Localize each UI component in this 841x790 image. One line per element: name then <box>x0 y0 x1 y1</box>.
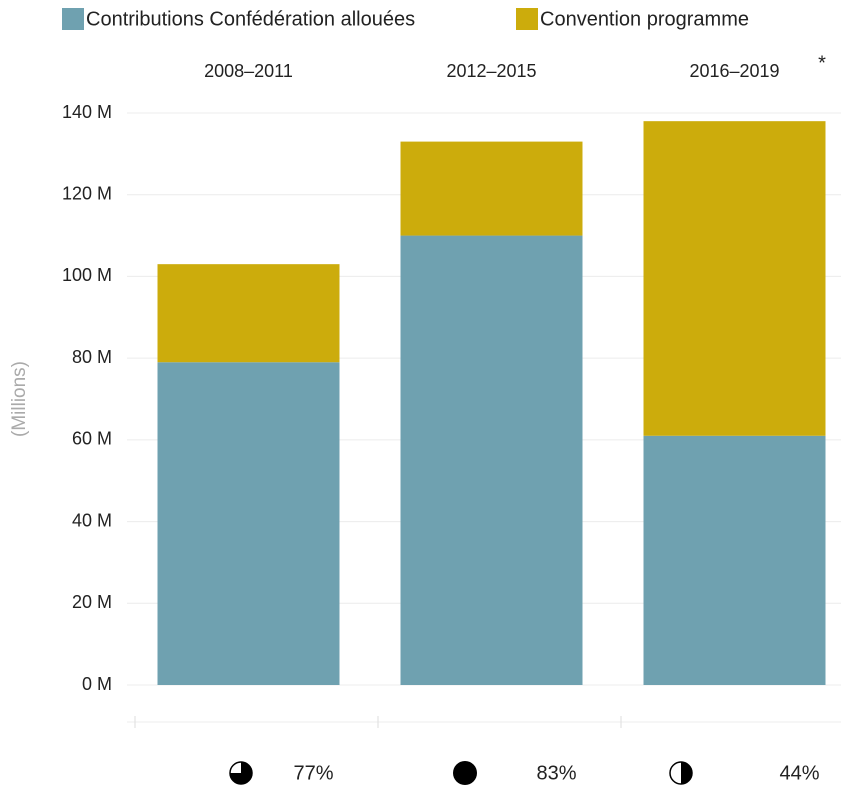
indicator-label: 77% <box>294 762 334 784</box>
y-tick-label: 0 M <box>82 674 112 694</box>
y-tick-label: 20 M <box>72 592 112 612</box>
legend-label: Convention programme <box>540 8 749 30</box>
y-axis-label: (Millions) <box>9 361 30 437</box>
y-tick-label: 100 M <box>62 265 112 285</box>
bar-segment <box>157 362 340 685</box>
x-tick-label: 2008–2011 <box>204 61 293 81</box>
y-tick-label: 40 M <box>72 510 112 530</box>
annotation: * <box>818 52 826 74</box>
y-tick-label: 120 M <box>62 183 112 203</box>
indicator-icon <box>453 761 477 785</box>
indicator-label: 44% <box>780 762 820 784</box>
y-tick-label: 140 M <box>62 102 112 122</box>
bar-segment <box>157 264 340 363</box>
legend-swatch <box>62 8 84 30</box>
y-tick-label: 80 M <box>72 347 112 367</box>
x-tick-label: 2016–2019 <box>689 61 779 81</box>
y-tick-label: 60 M <box>72 429 112 449</box>
bar-segment <box>400 235 583 686</box>
bar-segment <box>400 141 583 236</box>
bar-segment <box>643 121 826 436</box>
indicator-label: 83% <box>537 762 577 784</box>
legend-swatch <box>516 8 538 30</box>
legend-label: Contributions Confédération allouées <box>86 8 415 30</box>
indicator-icon <box>229 761 253 785</box>
bar-segment <box>643 435 826 685</box>
indicator-icon <box>669 761 693 785</box>
x-tick-label: 2012–2015 <box>446 61 536 81</box>
